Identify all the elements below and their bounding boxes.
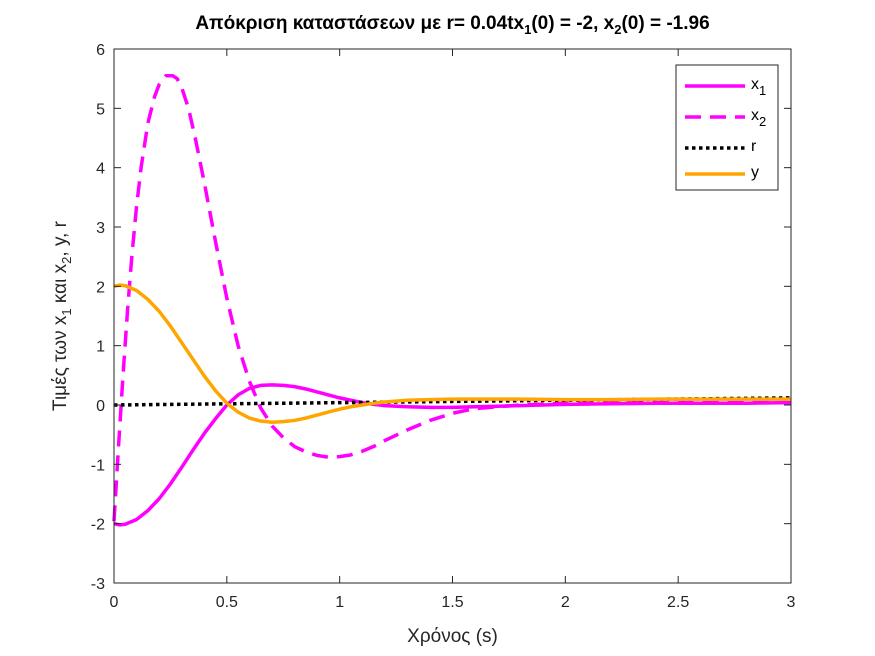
title-part-c: (0) = -1.96 — [621, 13, 709, 34]
y-tick-label: 2 — [96, 279, 105, 296]
title-sub-1: 1 — [524, 22, 531, 37]
y-tick-label: 5 — [96, 101, 105, 118]
y-tick-label: 6 — [96, 42, 105, 59]
title-part-b: (0) = -2, x — [531, 13, 614, 34]
legend-label-x2: x2 — [751, 107, 766, 129]
y-tick-label: -2 — [91, 517, 105, 534]
ylabel-part-b: και x — [50, 263, 71, 308]
y-tick-label: 3 — [96, 220, 105, 237]
x-tick-label: 2.5 — [667, 594, 689, 611]
title-part-a: Απόκριση καταστάσεων με r= 0.04tx — [195, 13, 524, 34]
ylabel-sub-1: 1 — [59, 308, 74, 315]
legend-label-x1: x1 — [751, 76, 766, 98]
title-sub-2: 2 — [614, 22, 621, 37]
x-axis-label: Χρόνος (s) — [407, 626, 498, 647]
legend-label-r: r — [751, 138, 757, 155]
legend: x1 x2 ry — [675, 64, 779, 191]
series-line-x2 — [112, 73, 791, 522]
x-tick-label: 2 — [561, 594, 570, 611]
ylabel-sub-2: 2 — [59, 257, 74, 264]
series-layer — [112, 73, 792, 527]
x-tick-label: 0 — [110, 594, 119, 611]
x-tick-label: 3 — [787, 594, 796, 611]
series-line-y — [113, 283, 791, 424]
y-tick-label: 0 — [96, 398, 105, 415]
ticks-layer: 0 0.5 1 1.5 2 2.5 3 -3 -2 -1 0 1 2 3 4 5 6 — [91, 42, 796, 611]
legend-label-y: y — [751, 164, 759, 181]
y-tick-label: -1 — [91, 457, 105, 474]
chart-title: Απόκριση καταστάσεων με r= 0.04tx1(0) = … — [195, 13, 709, 37]
y-axis-label: Τιμές των x1 και x2, y, r — [50, 220, 74, 411]
x-tick-label: 0.5 — [216, 594, 238, 611]
ylabel-part-a: Τιμές των x — [50, 315, 71, 411]
y-tick-label: 4 — [96, 161, 105, 178]
ylabel-part-c: , y, r — [50, 220, 71, 256]
y-tick-label: 1 — [96, 339, 105, 356]
x-tick-label: 1.5 — [441, 594, 463, 611]
y-tick-label: -3 — [91, 576, 105, 593]
x-tick-label: 1 — [335, 594, 344, 611]
